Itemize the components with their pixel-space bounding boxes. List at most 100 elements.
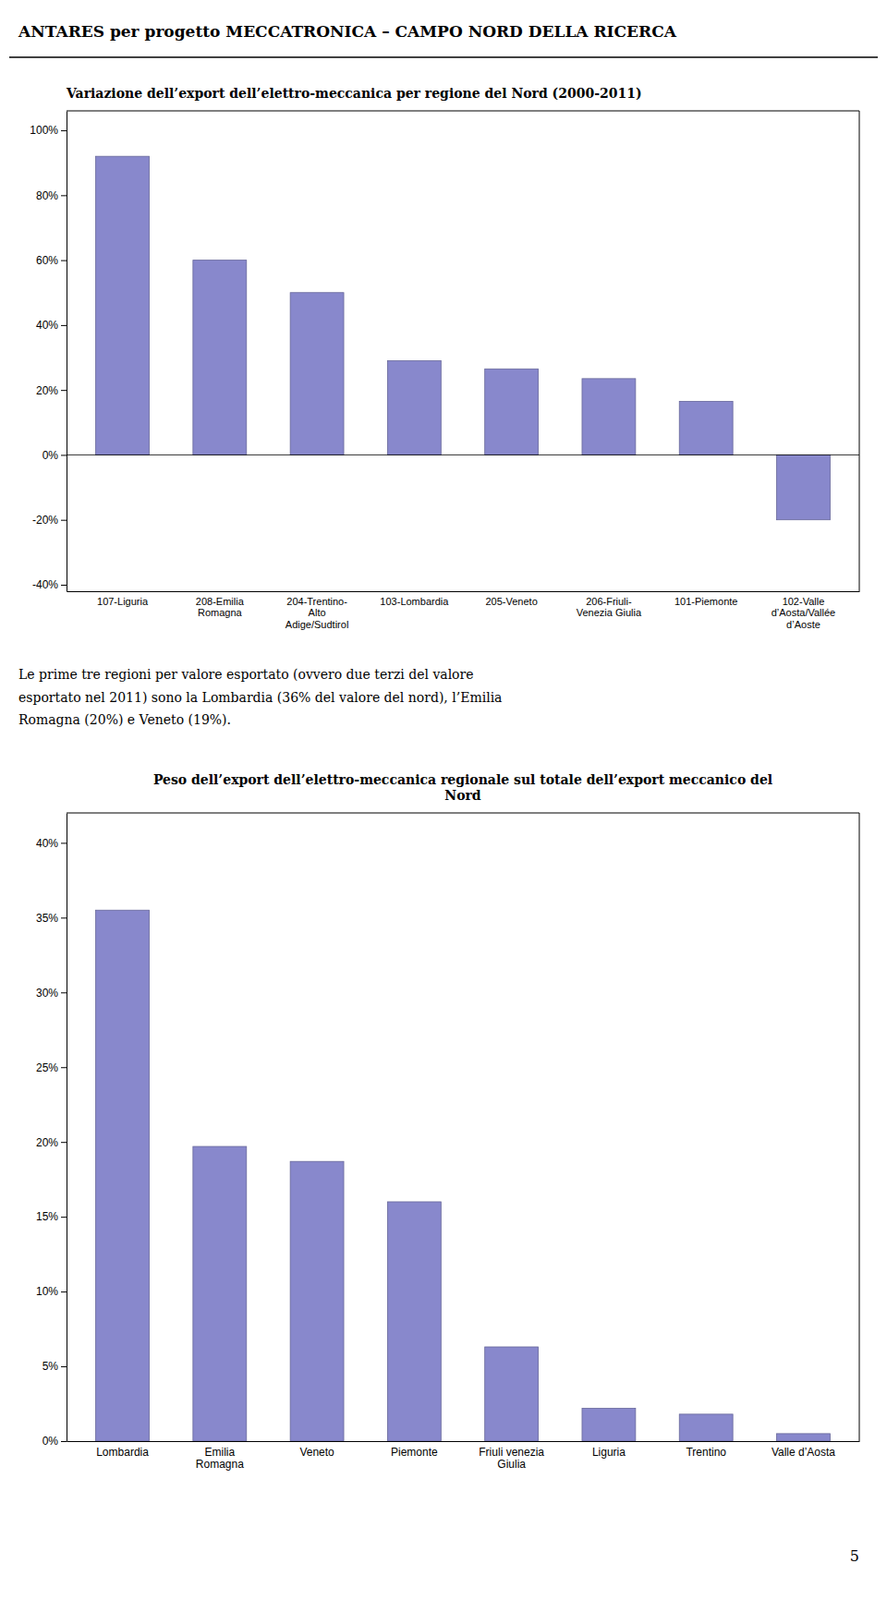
text-line: Valle d’Aosta bbox=[771, 1445, 836, 1459]
x-tick: Trentino bbox=[685, 1441, 727, 1459]
chart-title: Variazione dell’export dell’elettro-mecc… bbox=[65, 85, 643, 101]
x-tick: Valle d’Aosta bbox=[771, 1441, 836, 1459]
bar bbox=[485, 1347, 539, 1442]
text-line: 208-Emilia bbox=[195, 595, 245, 608]
y-axis: -40% -20% 0% 20% 40% 60% 80% 100% bbox=[29, 111, 67, 593]
x-tick: 204-Trentino-AltoAdige/Sudtirol bbox=[285, 591, 350, 631]
text-line: Adige/Sudtirol bbox=[285, 619, 350, 631]
text-line: Peso dell’export dell’elettro-meccanica … bbox=[153, 772, 773, 788]
bar bbox=[193, 1146, 247, 1442]
bar bbox=[582, 378, 636, 456]
y-tick-label: 100% bbox=[29, 123, 59, 137]
page-title: ANTARES per progetto MECCATRONICA – CAMP… bbox=[17, 22, 678, 41]
text-line: Venezia Giulia bbox=[576, 607, 643, 619]
x-tick: Piemonte bbox=[390, 1441, 438, 1459]
bar bbox=[387, 1202, 441, 1442]
x-tick: Lombardia bbox=[96, 1441, 149, 1459]
frame-right bbox=[859, 813, 861, 1442]
x-axis-line bbox=[67, 591, 861, 593]
y-tick-label: 30% bbox=[36, 986, 59, 1000]
y-tick-mark bbox=[60, 1067, 67, 1069]
x-tick: Veneto bbox=[299, 1441, 335, 1459]
y-tick: 0% bbox=[42, 1434, 67, 1448]
text-line: Romagna (20%) e Veneto (19%). bbox=[18, 712, 231, 728]
y-tick-mark bbox=[60, 520, 67, 522]
page: ANTARES per progetto MECCATRONICA – CAMP… bbox=[0, 0, 887, 1600]
y-tick-label: 0% bbox=[42, 1434, 60, 1448]
x-tick-label: Valle d’Aosta bbox=[771, 1445, 836, 1459]
y-tick-mark bbox=[60, 389, 67, 391]
y-tick-mark bbox=[60, 917, 67, 919]
y-tick: 40% bbox=[36, 837, 67, 851]
y-tick: 40% bbox=[36, 318, 67, 332]
x-tick: 208-EmiliaRomagna bbox=[195, 591, 245, 619]
y-tick-label: -40% bbox=[32, 578, 59, 592]
x-tick: 205-Veneto bbox=[485, 591, 537, 608]
text-line: Trentino bbox=[685, 1445, 727, 1459]
bar bbox=[193, 260, 247, 456]
x-tick-label: Veneto bbox=[299, 1445, 335, 1459]
x-tick: 103-Lombardia bbox=[379, 591, 450, 608]
x-tick-label: Liguria bbox=[592, 1445, 626, 1459]
text-line: Emilia bbox=[204, 1445, 235, 1459]
text-line: Lombardia bbox=[96, 1445, 149, 1459]
y-tick-mark bbox=[60, 194, 67, 196]
bar bbox=[777, 454, 831, 520]
bars bbox=[96, 910, 831, 1442]
y-tick-label: 5% bbox=[42, 1360, 60, 1374]
text-line: Le prime tre regioni per valore esportat… bbox=[18, 667, 474, 682]
x-tick-label: 208-EmiliaRomagna bbox=[195, 595, 245, 620]
x-tick-label: Friuli veneziaGiulia bbox=[478, 1445, 545, 1472]
y-tick-mark bbox=[60, 1441, 67, 1443]
text-line: 102-Valle bbox=[782, 595, 826, 608]
y-tick-mark bbox=[60, 992, 67, 994]
bar bbox=[679, 1414, 733, 1442]
y-tick: 5% bbox=[42, 1360, 67, 1374]
x-tick: 107-Liguria bbox=[97, 591, 149, 608]
bar bbox=[96, 910, 150, 1442]
y-tick-label: 10% bbox=[36, 1285, 59, 1299]
x-tick: 102-Valled’Aosta/Valléed’Aoste bbox=[771, 591, 837, 631]
x-tick-label: 107-Liguria bbox=[97, 595, 149, 608]
y-tick-mark bbox=[60, 325, 67, 327]
y-tick-label: 80% bbox=[36, 189, 59, 203]
y-tick-mark bbox=[60, 1291, 67, 1293]
x-tick: EmiliaRomagna bbox=[195, 1441, 244, 1471]
y-tick-mark bbox=[60, 454, 67, 456]
y-tick-label: 15% bbox=[36, 1210, 59, 1224]
text-line: Liguria bbox=[592, 1445, 626, 1459]
y-tick-mark bbox=[60, 260, 67, 262]
y-tick-label: 0% bbox=[42, 449, 60, 462]
y-tick-mark bbox=[60, 1216, 67, 1218]
y-tick: 20% bbox=[36, 384, 67, 398]
y-tick-label: 25% bbox=[36, 1061, 59, 1075]
x-tick-label: EmiliaRomagna bbox=[195, 1445, 244, 1472]
text-line: Piemonte bbox=[390, 1445, 438, 1459]
zero-line bbox=[66, 454, 860, 456]
x-tick: 206-Friuli-Venezia Giulia bbox=[576, 591, 643, 619]
y-tick: 80% bbox=[36, 189, 67, 203]
y-tick: 15% bbox=[36, 1210, 67, 1224]
y-axis: 0% 5% 10% 15% 20% 25% 30% 35% 40% bbox=[36, 814, 68, 1449]
x-axis: Lombardia EmiliaRomagna Veneto Piemonte Friu… bbox=[67, 1441, 861, 1471]
y-tick-mark bbox=[60, 584, 67, 586]
text-line: esportato nel 2011) sono la Lombardia (3… bbox=[18, 690, 502, 705]
x-tick-label: 205-Veneto bbox=[485, 595, 537, 608]
y-tick: 20% bbox=[36, 1136, 67, 1150]
text-line: d’Aoste bbox=[786, 619, 821, 631]
header-rule bbox=[9, 56, 878, 59]
x-tick-label: Trentino bbox=[685, 1445, 727, 1459]
y-tick-label: -20% bbox=[32, 513, 59, 527]
text-line: Veneto bbox=[299, 1445, 335, 1459]
bar bbox=[290, 1161, 344, 1442]
text-line: 103-Lombardia bbox=[379, 595, 450, 608]
y-tick: 60% bbox=[36, 254, 67, 268]
y-tick: 35% bbox=[36, 911, 67, 925]
y-tick-mark bbox=[60, 842, 67, 844]
bar bbox=[679, 400, 733, 455]
page-number: 5 bbox=[850, 1547, 860, 1566]
x-tick-label: Lombardia bbox=[96, 1445, 149, 1459]
text-line: d’Aosta/Vallée bbox=[771, 607, 837, 619]
y-tick-label: 20% bbox=[36, 384, 59, 398]
bar bbox=[777, 1433, 831, 1442]
